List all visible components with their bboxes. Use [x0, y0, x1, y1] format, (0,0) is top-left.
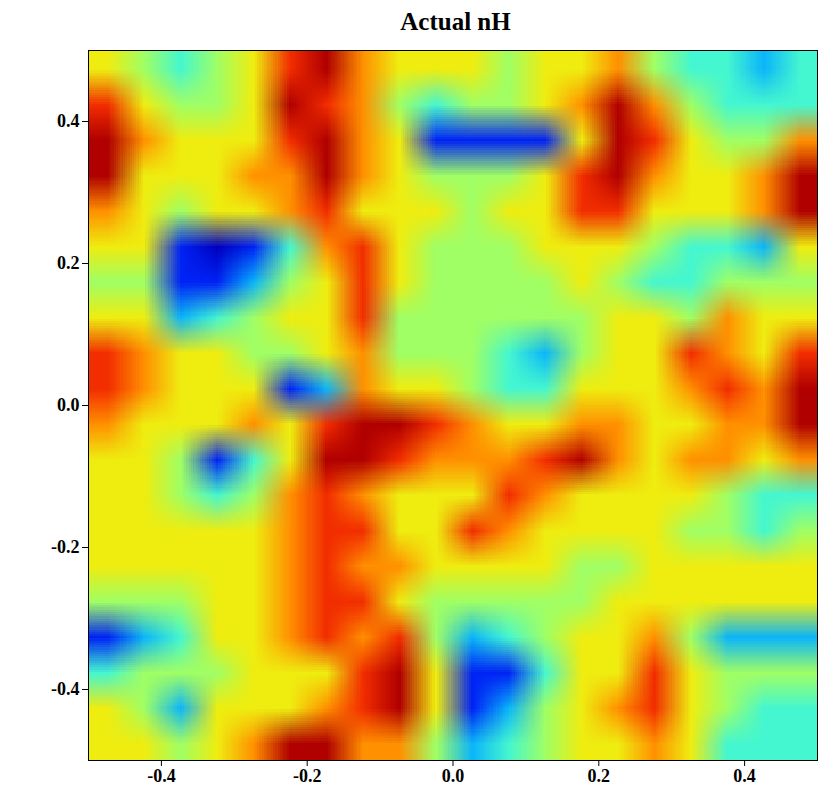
svg-text:0.4: 0.4	[57, 111, 80, 131]
svg-text:-0.2: -0.2	[293, 766, 322, 786]
svg-text:0.4: 0.4	[733, 766, 756, 786]
svg-text:0.2: 0.2	[57, 253, 80, 273]
svg-text:-0.4: -0.4	[51, 679, 80, 699]
svg-text:0.2: 0.2	[588, 766, 611, 786]
svg-text:-0.2: -0.2	[51, 537, 80, 557]
html-text:Actual nH: Actual nH	[400, 8, 511, 35]
svg-text:-0.4: -0.4	[147, 766, 176, 786]
svg-text:0.0: 0.0	[57, 395, 80, 415]
svg-text:0.0: 0.0	[442, 766, 465, 786]
